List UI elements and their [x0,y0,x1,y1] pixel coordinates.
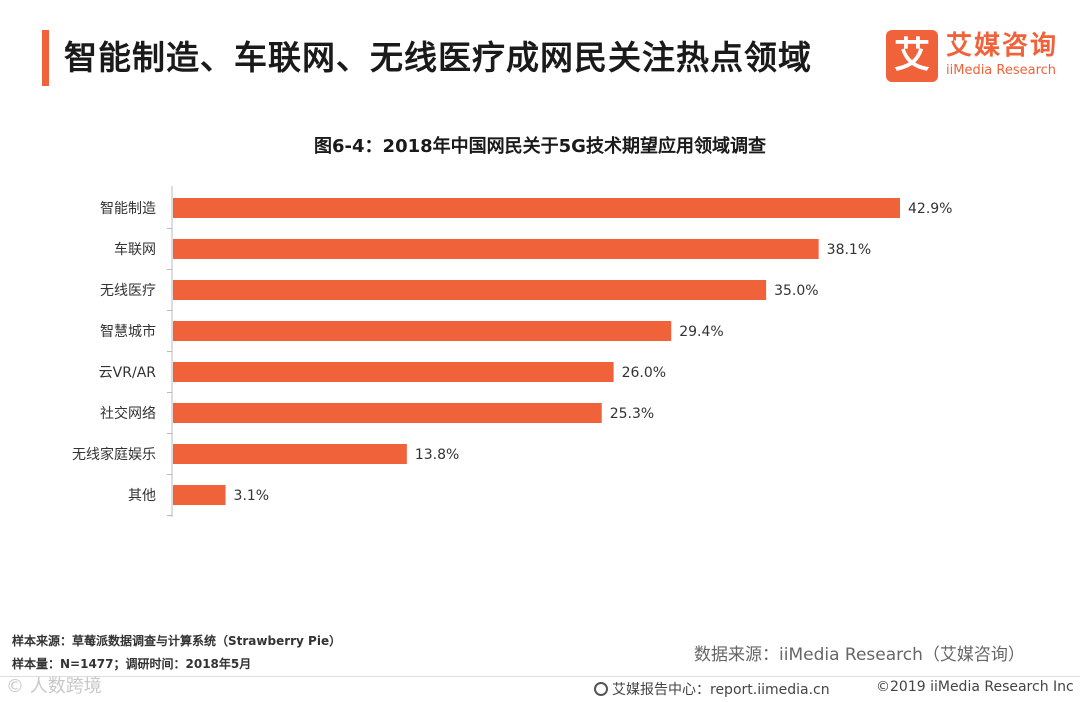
bar [173,362,614,382]
title-accent-bar [42,30,49,86]
bar-chart: 智能制造 42.9% 车联网 38.1% 无线医疗 35.0% 智慧城市 29.4% 云VR/A… [72,186,952,517]
globe-icon [594,682,608,696]
value-label: 35.0% [774,283,818,299]
category-label: 智慧城市 [100,323,156,340]
watermark: © 人数跨境 [6,676,102,697]
category-label: 云VR/AR [99,365,157,381]
bar [173,444,407,464]
value-label: 26.0% [622,365,666,381]
value-label: 42.9% [908,201,952,217]
category-label: 其他 [128,488,156,504]
page-title: 智能制造、车联网、无线医疗成网民关注热点领域 [64,38,812,77]
bar [173,403,602,423]
value-label: 29.4% [679,324,723,340]
logo-name-en: iiMedia Research [946,63,1057,78]
bar [173,239,819,259]
category-label: 无线家庭娱乐 [72,446,156,463]
report-center-text: 艾媒报告中心：report.iimedia.cn [612,682,830,698]
category-label: 车联网 [114,241,156,258]
logo-mark: 艾 [886,30,938,82]
sample-source-note: 样本来源：草莓派数据调查与计算系统（Strawberry Pie） [12,634,342,648]
value-label: 3.1% [234,488,270,504]
category-label: 社交网络 [100,405,156,422]
iimedia-logo: 艾 艾媒咨询 iiMedia Research [886,30,1066,84]
data-source: 数据来源：iiMedia Research（艾媒咨询） [694,645,1025,665]
chart-title: 图6-4：2018年中国网民关于5G技术期望应用领域调查 [314,136,766,157]
report-center-link[interactable]: 艾媒报告中心：report.iimedia.cn [594,679,830,699]
logo-name-cn: 艾媒咨询 [946,31,1059,61]
bar [173,280,767,300]
sample-size-note: 样本量：N=1477；调研时间：2018年5月 [12,657,252,671]
value-label: 25.3% [610,406,654,422]
category-label: 智能制造 [100,201,156,217]
bar [173,198,900,218]
bar [173,321,672,341]
value-label: 38.1% [827,242,871,258]
bar [173,485,226,505]
copyright: ©2019 iiMedia Research Inc [876,679,1074,695]
category-label: 无线医疗 [100,283,156,299]
value-label: 13.8% [415,447,459,463]
footer-divider [0,676,1080,677]
